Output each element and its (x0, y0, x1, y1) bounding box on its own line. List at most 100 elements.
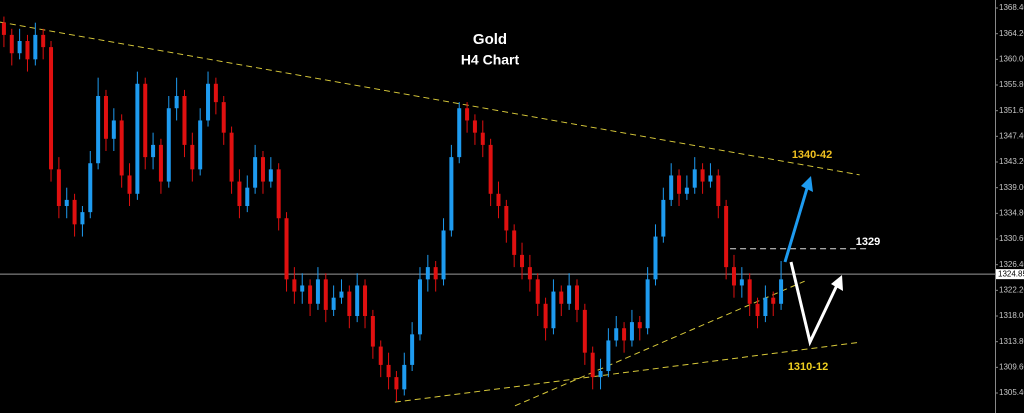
candle-body (622, 328, 627, 341)
candle-body (9, 34, 14, 54)
candle-body (504, 206, 509, 231)
candle-body (700, 169, 705, 182)
candle-body (103, 96, 108, 139)
y-tick-label: 1364.20 (999, 29, 1024, 38)
candle-body (198, 120, 203, 170)
candle-body (25, 41, 30, 60)
candle-body (402, 364, 407, 390)
candle-body (363, 285, 368, 317)
y-tick-label: 1368.40 (999, 3, 1024, 12)
candle-body (677, 175, 682, 194)
y-tick-label: 1355.80 (999, 80, 1024, 89)
y-tick-label: 1313.80 (999, 337, 1024, 346)
y-tick-label: 1318.00 (999, 311, 1024, 320)
candle-body (292, 279, 297, 292)
candle-body (323, 279, 328, 310)
chart-title: Gold (473, 31, 507, 48)
candle-body (488, 144, 493, 194)
candle-body (135, 83, 140, 194)
candle-body (64, 199, 69, 207)
candle-body (347, 291, 352, 317)
candle-body (614, 328, 619, 341)
candle-body (370, 316, 375, 347)
current-price-box (996, 269, 1024, 280)
candle-body (692, 169, 697, 188)
candle-body (645, 279, 650, 329)
candle-body (425, 267, 430, 280)
current-price-label: 1324.85 (998, 269, 1024, 278)
candle-body (166, 108, 171, 182)
candle-body (567, 285, 572, 304)
candle-body (661, 199, 666, 237)
candle-body (315, 279, 320, 304)
candle-body (574, 285, 579, 310)
candle-body (308, 285, 313, 304)
trendline (514, 280, 805, 407)
candle-body (253, 157, 258, 188)
candle-body (716, 175, 721, 207)
candle-body (535, 279, 540, 304)
candle-body (284, 218, 289, 280)
candle-body (465, 108, 470, 121)
candle-body (653, 236, 658, 280)
candle-body (143, 83, 148, 158)
candle-body (480, 132, 485, 145)
candle-body (355, 285, 360, 317)
arrow-head (831, 275, 843, 291)
candle-body (598, 371, 603, 378)
candle-body (331, 297, 336, 310)
candle-body (590, 352, 595, 378)
candle-body (268, 169, 273, 182)
candle-body (80, 212, 85, 225)
arrow-head (801, 176, 813, 192)
candle-body (527, 267, 532, 280)
candle-body (739, 279, 744, 286)
candle-body (441, 230, 446, 280)
candle-body (260, 157, 265, 182)
arrows (783, 176, 843, 347)
candle-body (245, 187, 250, 207)
candle-body (119, 120, 124, 176)
candle-body (763, 297, 768, 317)
y-tick-label: 1343.20 (999, 157, 1024, 166)
candle-body (33, 34, 38, 60)
candle-body (174, 96, 179, 109)
candle-body (433, 267, 438, 280)
y-tick-label: 1322.20 (999, 285, 1024, 294)
up-arrow (783, 184, 810, 263)
candle-body (669, 175, 674, 200)
y-tick-label: 1334.80 (999, 208, 1024, 217)
candle-body (190, 144, 195, 170)
candle-body (151, 144, 156, 158)
candle-body (543, 303, 548, 329)
candle-body (724, 206, 729, 268)
annotation: 1340-42 (792, 149, 832, 161)
candle-body (684, 187, 689, 194)
candle-body (410, 334, 415, 365)
candle-body (708, 175, 713, 182)
candle-body (417, 279, 422, 335)
candle-body (1, 22, 6, 35)
candle-body (221, 102, 226, 133)
candle-body (300, 285, 305, 292)
candle-body (229, 132, 234, 182)
candle-body (606, 340, 611, 372)
chart-subtitle: H4 Chart (461, 52, 520, 68)
candle-body (496, 193, 501, 207)
candle-body (472, 120, 477, 133)
y-tick-label: 1347.40 (999, 131, 1024, 140)
candle-body (559, 291, 564, 304)
candle-body (386, 364, 391, 378)
trendline (394, 341, 860, 403)
candle-body (72, 199, 77, 225)
candle-body (237, 181, 242, 207)
candle-body (747, 279, 752, 304)
candle-body (629, 322, 634, 341)
candle-body (56, 169, 61, 207)
y-tick-label: 1330.60 (999, 234, 1024, 243)
candle-body (158, 144, 163, 182)
candle-body (276, 169, 281, 219)
candle-body (731, 267, 736, 286)
candle-body (213, 83, 218, 103)
